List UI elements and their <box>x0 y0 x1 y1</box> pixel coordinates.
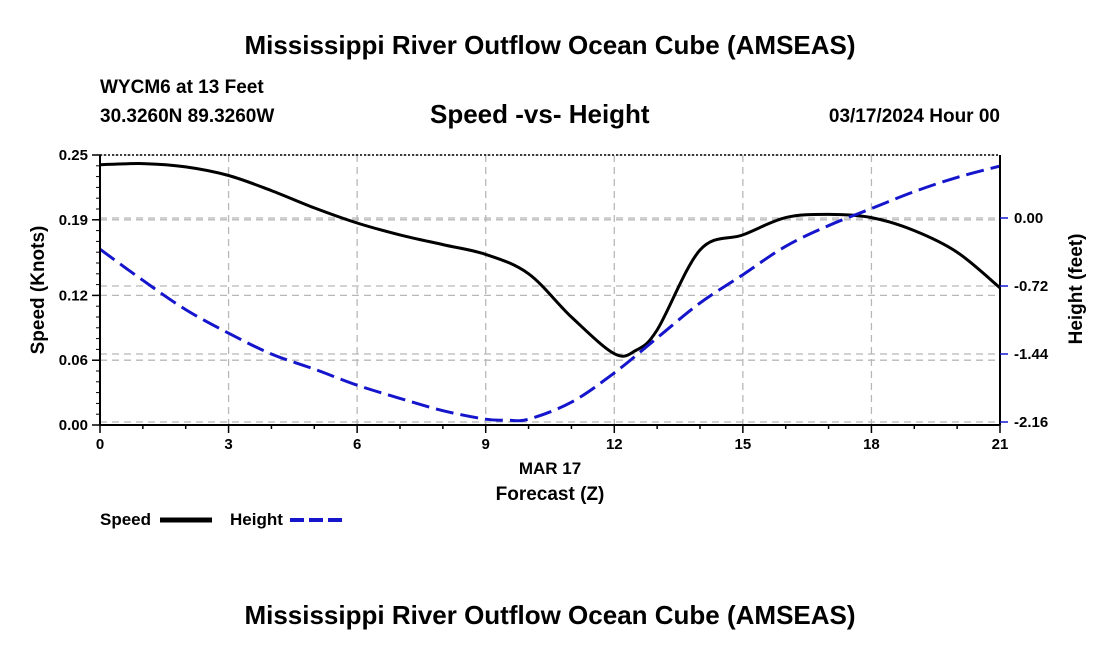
y-right-tick-label: -2.16 <box>1014 414 1048 431</box>
y-right-tick-label: 0.00 <box>1014 210 1043 227</box>
x-axis-date-label: MAR 17 <box>519 459 581 478</box>
y-left-tick-label: 0.06 <box>59 352 88 369</box>
legend-label-speed: Speed <box>100 510 151 529</box>
legend-label-height: Height <box>230 510 283 529</box>
forecast-datetime: 03/17/2024 Hour 00 <box>828 106 1000 127</box>
chart-subtitle: Speed -vs- Height <box>430 99 650 129</box>
station-coordinates: 30.3260N 89.3260W <box>100 106 275 127</box>
y-axis-left-title: Speed (Knots) <box>28 226 49 355</box>
x-axis-title: Forecast (Z) <box>496 484 605 505</box>
x-tick-label: 0 <box>96 436 104 453</box>
y-left-tick-label: 0.25 <box>59 147 88 164</box>
x-tick-label: 15 <box>735 436 752 453</box>
y-axis-right-title: Height (feet) <box>1066 234 1087 345</box>
repeat-title: Mississippi River Outflow Ocean Cube (AM… <box>244 600 856 630</box>
station-label: WYCM6 at 13 Feet <box>100 77 264 98</box>
main-title: Mississippi River Outflow Ocean Cube (AM… <box>244 30 856 60</box>
x-tick-label: 3 <box>224 436 232 453</box>
y-right-tick-label: -1.44 <box>1014 346 1049 363</box>
y-right-tick-label: -0.72 <box>1014 278 1048 295</box>
x-tick-label: 12 <box>606 436 623 453</box>
x-tick-label: 6 <box>353 436 361 453</box>
y-left-tick-label: 0.00 <box>59 417 88 434</box>
x-tick-label: 18 <box>863 436 880 453</box>
x-tick-label: 21 <box>992 436 1009 453</box>
series-line-speed <box>100 162 1000 358</box>
x-tick-label: 9 <box>482 436 490 453</box>
legend: Speed Height <box>100 510 342 529</box>
y-left-tick-label: 0.19 <box>59 212 88 229</box>
series-line-height <box>100 164 1000 423</box>
y-left-tick-label: 0.12 <box>59 287 88 304</box>
